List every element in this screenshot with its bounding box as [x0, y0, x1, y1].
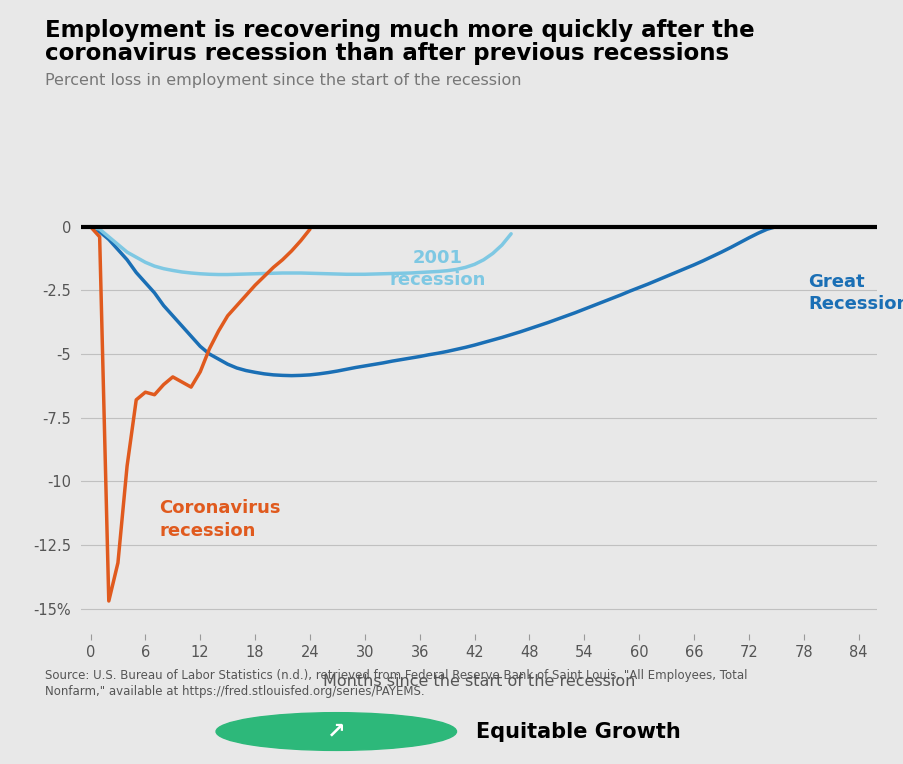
- Text: Coronavirus
recession: Coronavirus recession: [159, 500, 280, 539]
- Text: Great
Recession: Great Recession: [807, 273, 903, 313]
- Text: Employment is recovering much more quickly after the: Employment is recovering much more quick…: [45, 19, 754, 42]
- X-axis label: Months since the start of the recession: Months since the start of the recession: [322, 674, 635, 689]
- Text: ↗: ↗: [327, 721, 345, 742]
- Text: coronavirus recession than after previous recessions: coronavirus recession than after previou…: [45, 42, 729, 65]
- Circle shape: [216, 713, 456, 750]
- Text: Percent loss in employment since the start of the recession: Percent loss in employment since the sta…: [45, 73, 521, 88]
- Text: Source: U.S. Bureau of Labor Statistics (n.d.), retrieved from Federal Reserve B: Source: U.S. Bureau of Labor Statistics …: [45, 668, 747, 698]
- Text: Equitable Growth: Equitable Growth: [475, 721, 679, 742]
- Text: 2001
recession: 2001 recession: [389, 248, 486, 289]
